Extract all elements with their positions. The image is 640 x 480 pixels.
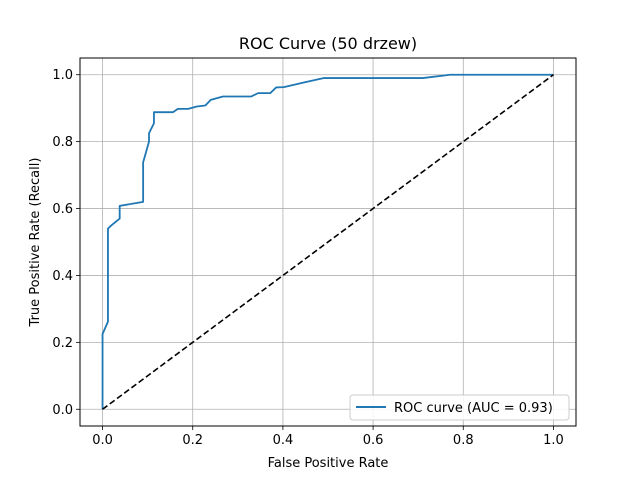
x-tick-label: 0.4: [273, 433, 294, 448]
y-tick-label: 0.4: [52, 269, 73, 284]
x-tick-label: 1.0: [543, 433, 564, 448]
y-tick-label: 0.0: [52, 403, 73, 418]
y-axis-label: True Positive Rate (Recall): [28, 158, 43, 328]
diagonal-reference-line: [102, 74, 554, 410]
x-tick-label: 0.6: [363, 433, 384, 448]
x-tick-label: 0.8: [453, 433, 474, 448]
y-tick-label: 0.8: [52, 135, 73, 150]
x-axis-label: False Positive Rate: [268, 456, 389, 471]
legend-box: [349, 394, 570, 421]
plot-series: [101, 73, 554, 410]
x-tick-label: 0.2: [182, 433, 203, 448]
chart-title: ROC Curve (50 drzew): [239, 34, 417, 53]
y-tick-label: 1.0: [52, 68, 73, 83]
y-tick-label: 0.2: [52, 336, 73, 351]
axis-ticks: 0.0 0.2 0.4 0.6 0.8 1.0 0.0 0.2 0.4 0.6 0.8 1.0: [52, 68, 563, 448]
x-tick-label: 0.0: [92, 433, 113, 448]
y-tick-label: 0.6: [52, 202, 73, 217]
legend-label-roc: ROC curve (AUC = 0.93): [394, 401, 553, 416]
grid-lines: [80, 58, 576, 426]
legend: ROC curve (AUC = 0.93): [349, 394, 570, 421]
roc-curve-line: [101, 73, 554, 410]
plot-frame: [79, 57, 577, 427]
